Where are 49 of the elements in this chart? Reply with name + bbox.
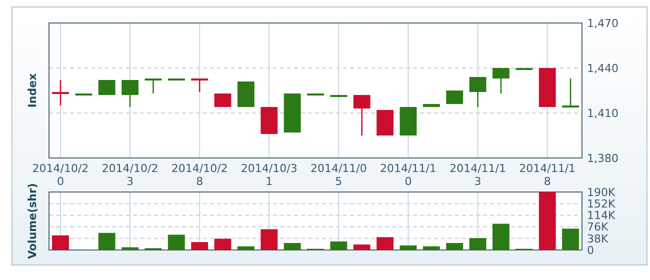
x-tick-label: 2014/11/18 (519, 162, 576, 188)
candlestick (353, 94, 370, 136)
y-tick-label: 152K (587, 197, 616, 210)
bar (330, 241, 348, 250)
bar (122, 247, 138, 250)
bar (52, 235, 69, 250)
x-tick-label: 2014/10/31 (240, 162, 298, 188)
candlestick (52, 79, 69, 106)
x-tick-label: 2014/11/05 (310, 162, 367, 188)
y-tick-label: 1,380 (587, 152, 618, 165)
y-axis-title: Volume(shr) (26, 183, 39, 259)
bar (469, 238, 486, 250)
bar (191, 242, 208, 250)
bar (260, 229, 278, 250)
bar (492, 224, 510, 250)
y-tick-label: 1,440 (587, 62, 618, 75)
bar (446, 242, 464, 250)
bar (562, 228, 579, 250)
candlestick (469, 76, 486, 108)
bar (214, 238, 232, 250)
candlestick (191, 78, 208, 93)
y-tick-label: 114K (587, 209, 616, 222)
candlestick (122, 79, 138, 108)
y-tick-label: 190K (587, 186, 616, 199)
x-tick-label: 2014/10/28 (171, 162, 228, 188)
bar (237, 246, 254, 250)
y-tick-label: 76K (587, 220, 609, 234)
bar (422, 246, 440, 250)
bar (284, 242, 301, 250)
candlestick (446, 90, 464, 104)
bar (353, 244, 370, 250)
x-tick-label: 2014/11/10 (380, 162, 436, 188)
bar (98, 232, 116, 250)
candlestick (492, 67, 510, 94)
x-tick-label: 2014/10/23 (102, 162, 158, 188)
x-tick-label: 2014/11/13 (450, 162, 506, 188)
candlestick (144, 78, 162, 94)
bar (400, 245, 417, 250)
candlestick (214, 94, 232, 107)
candlestick (562, 78, 579, 108)
y-tick-label: 1,410 (587, 106, 618, 120)
bar (168, 234, 185, 250)
bar (376, 237, 394, 250)
y-tick-label: 1,470 (587, 16, 618, 30)
candlestick (98, 80, 116, 95)
y-tick-label: 0 (587, 244, 594, 257)
y-axis-title: Index (26, 73, 39, 108)
y-tick-label: 38K (587, 232, 609, 246)
bar (538, 192, 556, 250)
